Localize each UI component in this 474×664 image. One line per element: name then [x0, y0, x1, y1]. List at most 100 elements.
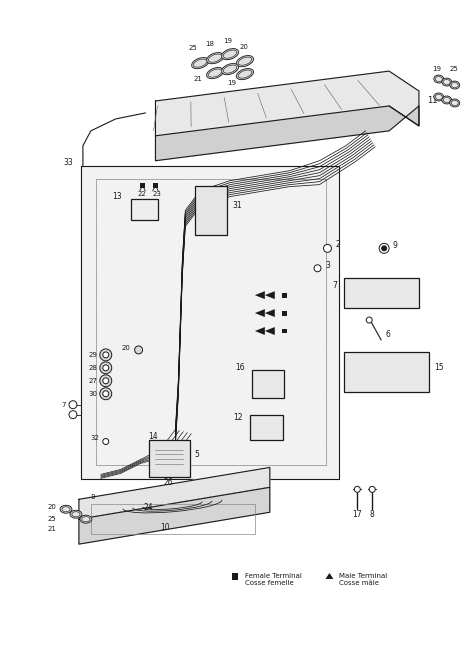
Ellipse shape	[80, 515, 92, 523]
Ellipse shape	[443, 98, 450, 102]
Polygon shape	[79, 467, 270, 519]
Text: 15: 15	[434, 363, 444, 373]
Text: 6: 6	[385, 331, 390, 339]
Text: 21: 21	[194, 76, 203, 82]
Circle shape	[366, 317, 372, 323]
Circle shape	[369, 486, 375, 492]
Ellipse shape	[223, 50, 237, 58]
Text: 29: 29	[89, 352, 98, 358]
Polygon shape	[326, 573, 333, 579]
Bar	[250, 414, 283, 440]
Ellipse shape	[450, 99, 460, 107]
Bar	[140, 183, 145, 188]
Ellipse shape	[70, 510, 82, 518]
Circle shape	[69, 410, 77, 418]
Polygon shape	[155, 71, 419, 136]
Circle shape	[100, 388, 112, 400]
Text: 24: 24	[144, 503, 153, 512]
Bar	[91, 504, 255, 534]
Bar	[131, 199, 158, 220]
Ellipse shape	[62, 507, 70, 512]
Circle shape	[354, 486, 360, 492]
Text: 16: 16	[235, 363, 245, 373]
Ellipse shape	[207, 68, 224, 78]
Bar	[252, 370, 284, 398]
Circle shape	[382, 246, 387, 251]
Bar	[345, 278, 419, 308]
Text: 30: 30	[89, 390, 98, 397]
Circle shape	[379, 244, 389, 254]
Polygon shape	[155, 106, 419, 161]
Polygon shape	[265, 291, 275, 299]
Ellipse shape	[434, 75, 444, 83]
Ellipse shape	[434, 93, 444, 101]
Ellipse shape	[60, 505, 72, 513]
Bar	[195, 186, 227, 236]
Text: 7: 7	[62, 402, 66, 408]
Circle shape	[100, 362, 112, 374]
Bar	[282, 311, 287, 315]
Polygon shape	[79, 487, 270, 544]
Ellipse shape	[451, 82, 458, 88]
Text: 11: 11	[427, 96, 438, 106]
Circle shape	[103, 438, 109, 444]
Ellipse shape	[451, 100, 458, 106]
Text: 18: 18	[206, 41, 215, 47]
Ellipse shape	[223, 65, 237, 73]
Ellipse shape	[72, 512, 80, 517]
Polygon shape	[265, 327, 275, 335]
Text: 10: 10	[161, 523, 170, 532]
Text: 25: 25	[47, 516, 56, 522]
Text: 20: 20	[47, 504, 56, 510]
Text: 13: 13	[112, 192, 122, 201]
Circle shape	[135, 346, 143, 354]
Polygon shape	[255, 309, 265, 317]
Circle shape	[314, 265, 321, 272]
Ellipse shape	[442, 78, 452, 86]
Ellipse shape	[209, 54, 222, 62]
Ellipse shape	[237, 56, 254, 66]
Ellipse shape	[435, 76, 442, 82]
Text: 12: 12	[234, 413, 243, 422]
Text: 20: 20	[239, 44, 248, 50]
Bar	[282, 293, 287, 297]
Text: 22: 22	[137, 191, 146, 197]
Text: 8: 8	[91, 494, 95, 500]
Text: 33: 33	[63, 158, 73, 167]
Bar	[148, 440, 190, 477]
Text: 2: 2	[336, 240, 340, 249]
Polygon shape	[255, 327, 265, 335]
Ellipse shape	[221, 48, 238, 60]
Text: 20: 20	[122, 345, 131, 351]
Text: 23: 23	[153, 191, 161, 197]
Text: 7: 7	[333, 281, 337, 290]
Ellipse shape	[207, 52, 224, 64]
Ellipse shape	[450, 81, 460, 89]
Polygon shape	[265, 309, 275, 317]
Circle shape	[69, 400, 77, 408]
Ellipse shape	[238, 57, 252, 65]
Text: Female Terminal
Cosse femelle: Female Terminal Cosse femelle	[245, 573, 302, 586]
Text: 27: 27	[89, 378, 98, 384]
Bar	[153, 183, 158, 188]
Circle shape	[323, 244, 331, 252]
Circle shape	[103, 390, 109, 396]
Bar	[345, 352, 429, 392]
Text: 19: 19	[228, 80, 237, 86]
Ellipse shape	[238, 70, 252, 78]
Circle shape	[103, 365, 109, 371]
Ellipse shape	[435, 94, 442, 100]
Bar	[282, 329, 287, 333]
Ellipse shape	[82, 517, 90, 522]
Bar	[96, 179, 327, 465]
Text: 26: 26	[164, 478, 173, 487]
Polygon shape	[255, 291, 265, 299]
Text: 31: 31	[232, 201, 242, 210]
Text: 5: 5	[194, 450, 199, 459]
Text: 32: 32	[90, 434, 99, 440]
Ellipse shape	[443, 80, 450, 84]
Text: 25: 25	[189, 45, 198, 51]
Circle shape	[103, 378, 109, 384]
Ellipse shape	[442, 96, 452, 104]
Text: 14: 14	[148, 432, 158, 441]
